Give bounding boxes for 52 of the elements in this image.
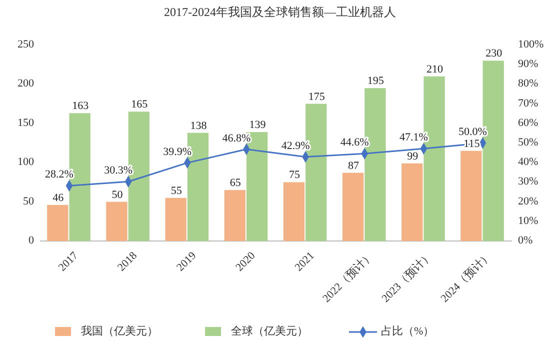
y2-tick-label: 30% <box>518 176 538 188</box>
data-label: 47.1% <box>399 132 428 144</box>
chart-title: 2017-2024年我国及全球销售额—工业机器人 <box>164 5 396 19</box>
bar <box>283 182 305 241</box>
y2-tick-label: 50% <box>518 136 538 149</box>
data-label: 28.2% <box>45 168 74 181</box>
y2-tick-label: 80% <box>518 78 538 90</box>
y-tick-label: 250 <box>18 38 34 51</box>
legend-label: 占比（%） <box>381 324 434 338</box>
data-label: 46.8% <box>222 132 251 144</box>
data-label: 165 <box>131 98 148 111</box>
y2-tick-label: 90% <box>518 58 538 70</box>
y2-tick-label: 60% <box>518 116 538 129</box>
bar <box>47 204 68 241</box>
y-tick-label: 150 <box>18 116 34 129</box>
data-label: 87 <box>348 160 360 172</box>
data-label: 139 <box>249 119 266 132</box>
data-label: 39.9% <box>163 146 192 158</box>
y2-tick-label: 0% <box>518 234 533 247</box>
y2-tick-label: 70% <box>518 97 538 110</box>
y2-tick-label: 40% <box>518 156 538 168</box>
bar <box>106 202 128 241</box>
data-label: 44.6% <box>340 136 369 149</box>
data-label: 230 <box>486 48 503 60</box>
y2-tick-label: 100% <box>518 38 544 51</box>
data-label: 50 <box>112 188 124 201</box>
legend-label: 全球（亿美元） <box>231 324 308 338</box>
data-label: 138 <box>190 120 208 132</box>
data-label: 195 <box>367 75 384 88</box>
data-label: 42.9% <box>281 140 310 152</box>
bar <box>165 198 186 241</box>
bar <box>460 150 482 241</box>
y-tick-label: 100 <box>18 156 34 168</box>
data-label: 55 <box>170 184 182 197</box>
y2-tick-label: 20% <box>518 195 538 208</box>
data-label: 65 <box>230 177 242 190</box>
data-label: 210 <box>426 63 444 76</box>
data-label: 30.3% <box>104 164 133 177</box>
data-label: 163 <box>72 100 90 112</box>
data-label: 99 <box>407 150 419 162</box>
y2-tick-label: 10% <box>518 214 538 227</box>
bar <box>342 172 364 241</box>
y-tick-label: 200 <box>18 78 34 90</box>
data-label: 50.0% <box>458 126 487 138</box>
bar <box>224 190 246 241</box>
data-label: 75 <box>288 169 300 182</box>
y-tick-label: 50 <box>23 195 34 208</box>
data-label: 46 <box>52 192 64 204</box>
data-label: 175 <box>308 90 326 103</box>
y-tick-label: 0 <box>28 234 34 247</box>
legend-label: 我国（亿美元） <box>81 324 158 338</box>
bar <box>402 163 423 241</box>
